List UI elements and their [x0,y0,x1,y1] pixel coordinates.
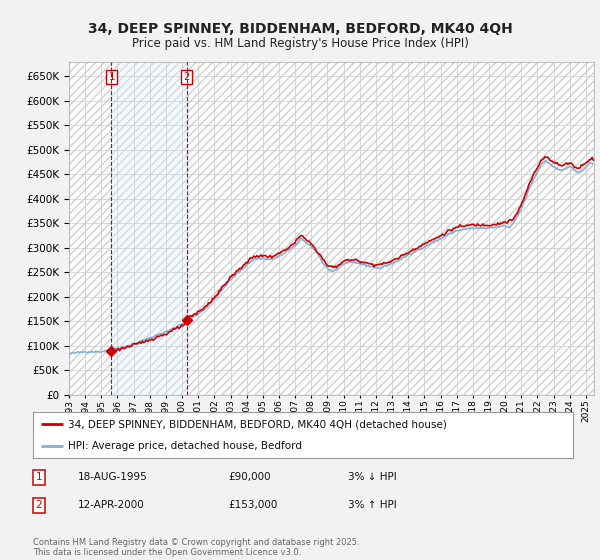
Text: Contains HM Land Registry data © Crown copyright and database right 2025.
This d: Contains HM Land Registry data © Crown c… [33,538,359,557]
Text: £90,000: £90,000 [228,472,271,482]
Text: 3% ↑ HPI: 3% ↑ HPI [348,500,397,510]
Text: 1: 1 [35,472,43,482]
Text: 3% ↓ HPI: 3% ↓ HPI [348,472,397,482]
Text: 2: 2 [184,72,190,82]
Text: HPI: Average price, detached house, Bedford: HPI: Average price, detached house, Bedf… [68,441,302,451]
Text: 34, DEEP SPINNEY, BIDDENHAM, BEDFORD, MK40 4QH (detached house): 34, DEEP SPINNEY, BIDDENHAM, BEDFORD, MK… [68,419,447,430]
Text: 1: 1 [109,72,115,82]
Text: 34, DEEP SPINNEY, BIDDENHAM, BEDFORD, MK40 4QH: 34, DEEP SPINNEY, BIDDENHAM, BEDFORD, MK… [88,22,512,36]
Bar [112,62,187,395]
Text: 2: 2 [35,500,43,510]
Text: £153,000: £153,000 [228,500,277,510]
Text: 18-AUG-1995: 18-AUG-1995 [78,472,148,482]
Text: Price paid vs. HM Land Registry's House Price Index (HPI): Price paid vs. HM Land Registry's House … [131,37,469,50]
Text: 12-APR-2000: 12-APR-2000 [78,500,145,510]
